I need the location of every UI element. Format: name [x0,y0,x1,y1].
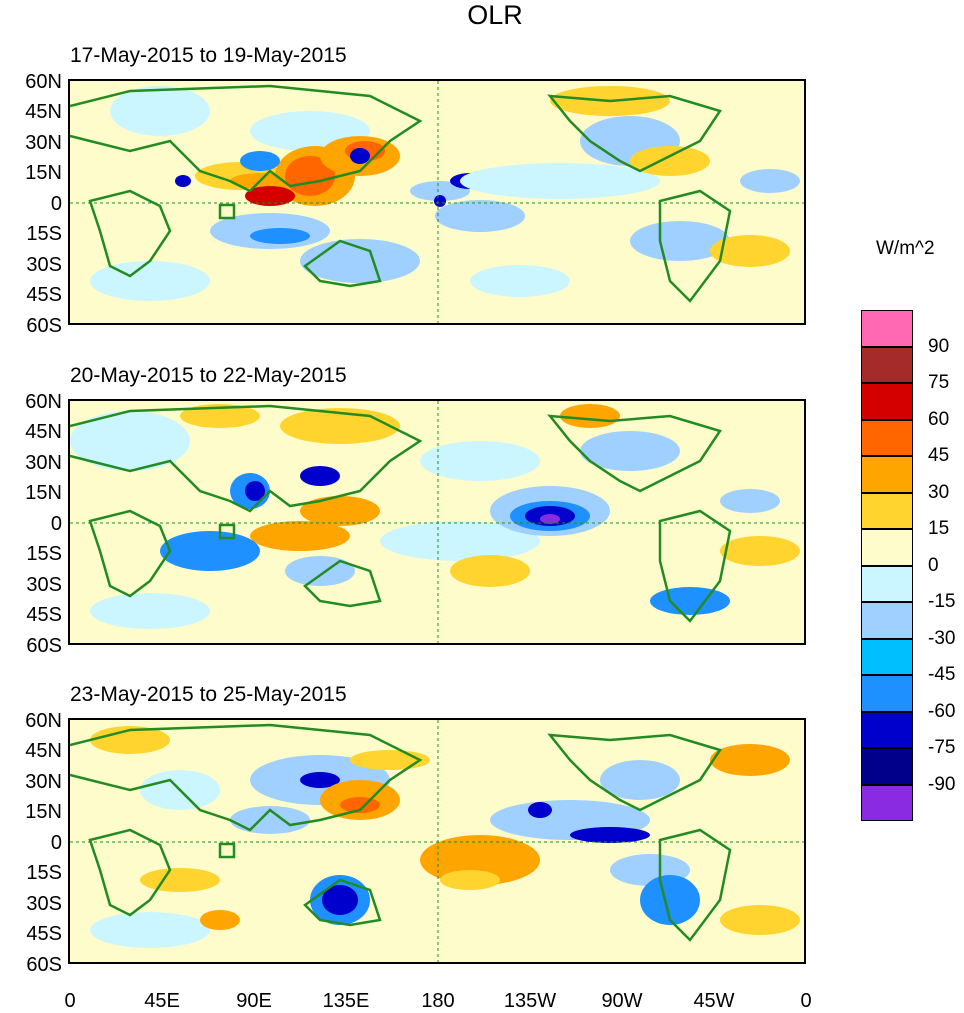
map-panel-1 [68,79,806,325]
coastline-outlines [70,723,732,942]
lon-label: 180 [421,990,455,1012]
lat-label: 0 [50,513,62,535]
lon-label: 90W [601,990,643,1012]
lat-label: 0 [50,832,62,854]
lat-label: 60S [26,635,62,657]
panel-1-title: 17-May-2015 to 19-May-2015 [70,44,347,67]
olr-anomaly-field [70,404,800,629]
lat-label: 15N [25,801,62,823]
lat-label: 60S [26,315,62,337]
colorbar-label: 90 [928,335,950,357]
lat-label: 30N [25,132,62,154]
lat-label: 60N [25,71,62,93]
colorbar-swatch [861,711,913,748]
lon-label: 135W [503,990,557,1012]
lat-label: 30S [26,893,62,915]
colorbar-label: 45 [928,445,950,466]
colorbar-units: W/m^2 [876,238,935,259]
panel-3-title: 23-May-2015 to 25-May-2015 [70,683,347,706]
lat-label: 45N [25,421,62,443]
colorbar-label: -75 [928,737,956,758]
lat-label: 45N [25,101,62,123]
lat-label: 30S [26,574,62,596]
lat-label: 15S [26,862,62,884]
lon-label: 90E [236,990,272,1012]
colorbar-swatch [861,310,913,347]
map-panel-2 [68,399,806,645]
map-panel-3 [68,718,806,964]
colorbar-swatch [861,565,913,602]
colorbar-label: 30 [928,481,950,503]
lat-label: 30S [26,254,62,276]
panel-2-title: 20-May-2015 to 22-May-2015 [70,364,347,387]
lat-label: 60N [25,391,62,413]
lat-label: 45S [26,284,62,306]
lat-label: 15S [26,543,62,565]
figure-title: OLR [467,0,523,30]
lat-label: 0 [50,193,62,215]
colorbar-swatch [861,383,913,420]
colorbar-swatch [861,638,913,675]
colorbar-swatch [861,675,913,712]
colorbar-label: 0 [928,554,939,576]
colorbar-label: 15 [928,518,950,539]
lat-label: 60N [25,710,62,732]
colorbar-swatch [861,456,913,493]
lon-label: 0 [64,990,76,1012]
lat-label: 15N [25,482,62,504]
colorbar-swatch [861,602,913,639]
colorbar-label: -15 [928,591,956,612]
colorbar-swatch [861,529,913,566]
colorbar-label: -45 [928,664,956,685]
lat-label: 30N [25,452,62,474]
lon-label: 135E [322,990,370,1012]
colorbar-label: -30 [928,627,956,649]
lat-label: 45S [26,923,62,945]
colorbar-swatch [861,492,913,529]
colorbar-label: 75 [928,372,950,393]
lon-label: 0 [800,990,812,1012]
lat-label: 15S [26,223,62,245]
lat-label: 15N [25,162,62,184]
lat-label: 30N [25,771,62,793]
olr-anomaly-field [90,726,800,948]
colorbar-label: -60 [928,700,956,722]
lon-label: 45W [693,990,735,1012]
lat-label: 45N [25,740,62,762]
colorbar-swatch [861,784,913,821]
colorbar-label: 60 [928,408,950,430]
colorbar-swatch [861,419,913,456]
coastline-outlines [70,84,732,303]
colorbar-swatch [861,748,913,785]
lat-label: 60S [26,954,62,976]
coastline-outlines [70,404,732,623]
lat-label: 45S [26,604,62,626]
lon-label: 45E [144,990,180,1012]
colorbar-swatch [861,346,913,383]
colorbar-label: -90 [928,773,956,795]
